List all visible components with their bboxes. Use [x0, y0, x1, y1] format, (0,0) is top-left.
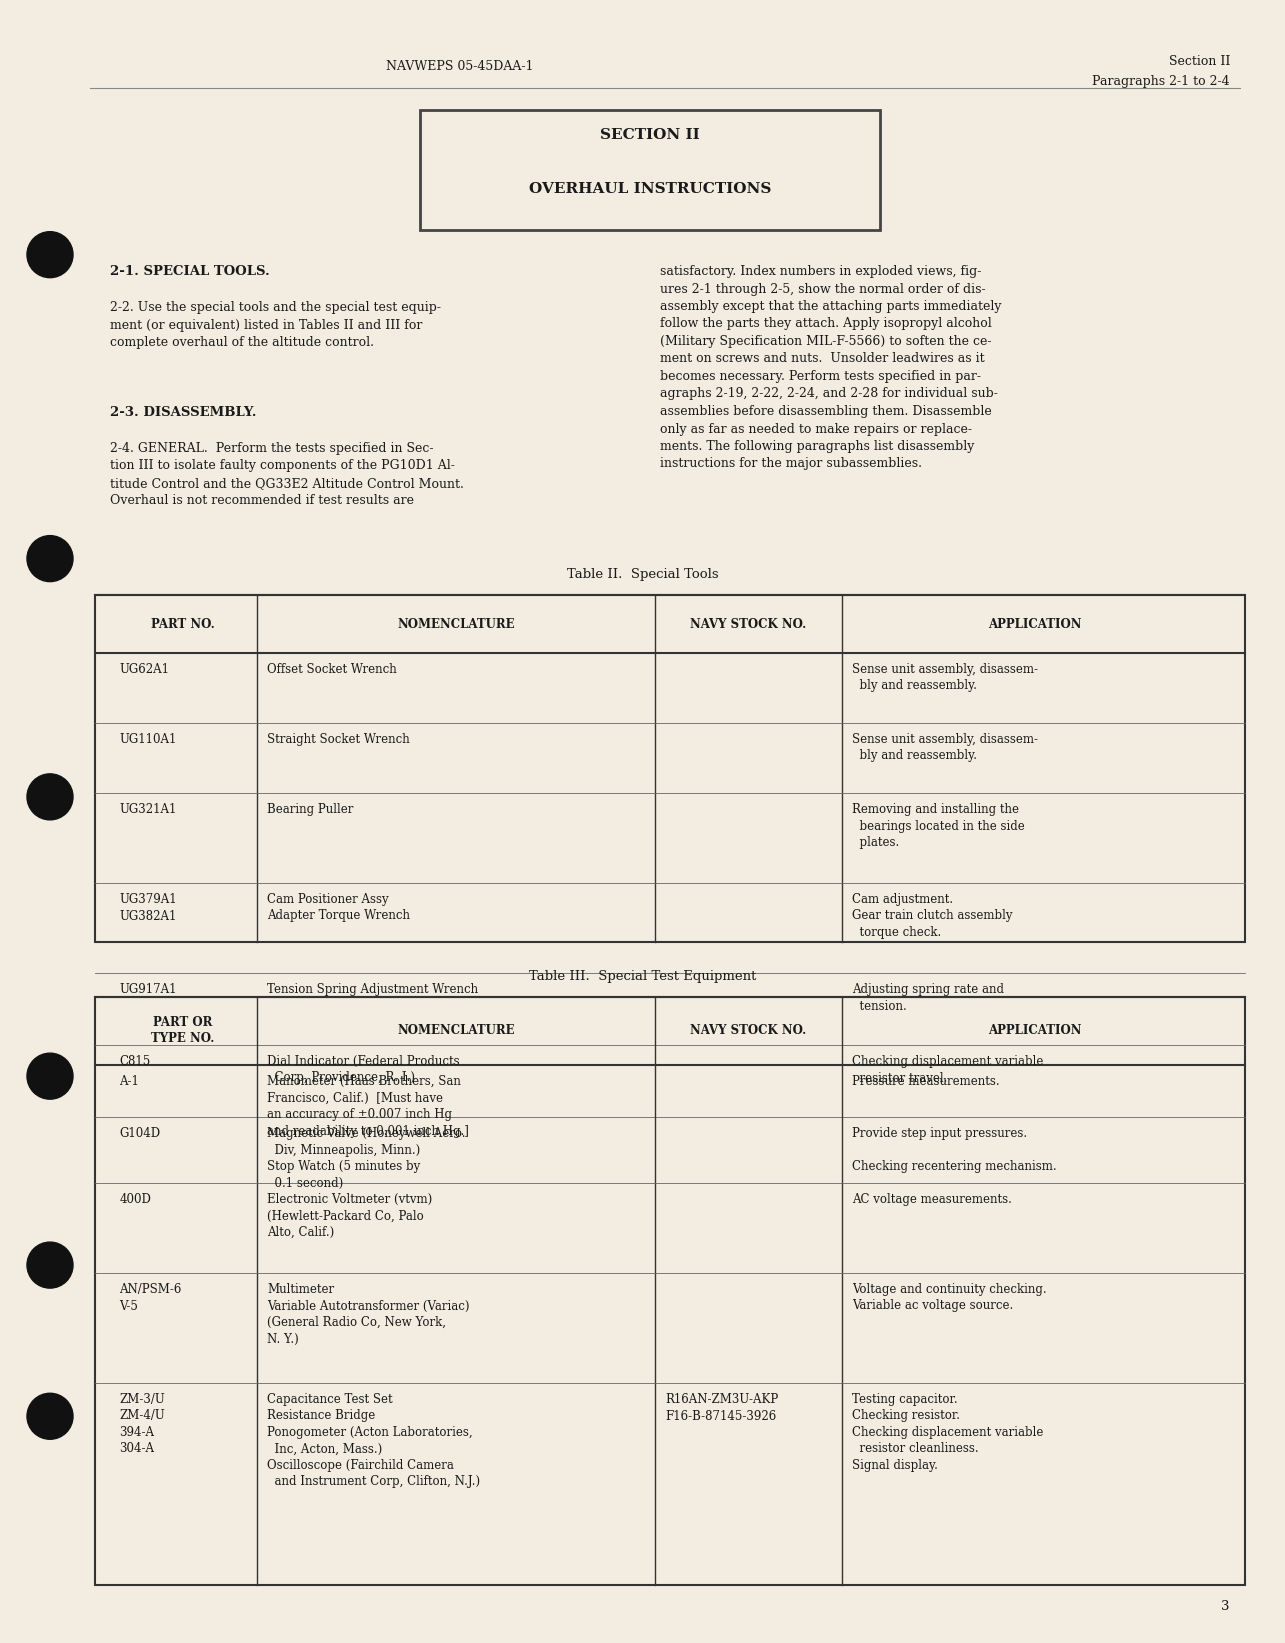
- Text: Manometer (Haas Brothers, San
Francisco, Calif.)  [Must have
an accuracy of ±0.0: Manometer (Haas Brothers, San Francisco,…: [267, 1075, 469, 1137]
- Text: NOMENCLATURE: NOMENCLATURE: [397, 1025, 515, 1037]
- Text: A-1: A-1: [120, 1075, 139, 1088]
- Text: 2-3. DISASSEMBLY.: 2-3. DISASSEMBLY.: [111, 406, 257, 419]
- Bar: [95, 595, 1245, 941]
- Text: Electronic Voltmeter (vtvm)
(Hewlett-Packard Co, Palo
Alto, Calif.): Electronic Voltmeter (vtvm) (Hewlett-Pac…: [267, 1193, 432, 1239]
- Text: APPLICATION: APPLICATION: [988, 618, 1081, 631]
- Text: NAVY STOCK NO.: NAVY STOCK NO.: [690, 618, 807, 631]
- Text: PART OR
TYPE NO.: PART OR TYPE NO.: [152, 1017, 215, 1045]
- Text: NAVY STOCK NO.: NAVY STOCK NO.: [690, 1025, 807, 1037]
- Text: UG110A1: UG110A1: [120, 733, 176, 746]
- Text: UG62A1: UG62A1: [120, 664, 170, 675]
- Bar: [95, 997, 1245, 1585]
- Bar: [420, 110, 880, 230]
- Text: PART NO.: PART NO.: [152, 618, 215, 631]
- Text: NOMENCLATURE: NOMENCLATURE: [397, 618, 515, 631]
- Circle shape: [27, 1393, 73, 1439]
- Text: 2-1. SPECIAL TOOLS.: 2-1. SPECIAL TOOLS.: [111, 265, 270, 278]
- Text: Dial Indicator (Federal Products
  Corp, Providence, R. I.): Dial Indicator (Federal Products Corp, P…: [267, 1055, 460, 1084]
- Text: Checking displacement variable
  resistor travel.: Checking displacement variable resistor …: [852, 1055, 1043, 1084]
- Text: Section II: Section II: [1168, 54, 1230, 67]
- Circle shape: [27, 774, 73, 820]
- Text: satisfactory. Index numbers in exploded views, fig-
ures 2-1 through 2-5, show t: satisfactory. Index numbers in exploded …: [660, 265, 1001, 470]
- Text: Sense unit assembly, disassem-
  bly and reassembly.: Sense unit assembly, disassem- bly and r…: [852, 664, 1038, 692]
- Text: C815: C815: [120, 1055, 150, 1068]
- Text: SECTION II: SECTION II: [600, 128, 700, 141]
- Text: Provide step input pressures.

Checking recentering mechanism.: Provide step input pressures. Checking r…: [852, 1127, 1056, 1173]
- Text: 3: 3: [1222, 1600, 1230, 1613]
- Circle shape: [27, 536, 73, 582]
- Text: Cam Positioner Assy
Adapter Torque Wrench: Cam Positioner Assy Adapter Torque Wrenc…: [267, 894, 410, 922]
- Text: UG379A1
UG382A1: UG379A1 UG382A1: [120, 894, 177, 922]
- Text: 400D: 400D: [120, 1193, 152, 1206]
- Text: AC voltage measurements.: AC voltage measurements.: [852, 1193, 1011, 1206]
- Text: Straight Socket Wrench: Straight Socket Wrench: [267, 733, 410, 746]
- Circle shape: [27, 232, 73, 278]
- Text: Pressure measurements.: Pressure measurements.: [852, 1075, 1000, 1088]
- Text: Cam adjustment.
Gear train clutch assembly
  torque check.: Cam adjustment. Gear train clutch assemb…: [852, 894, 1013, 940]
- Text: Offset Socket Wrench: Offset Socket Wrench: [267, 664, 397, 675]
- Text: Bearing Puller: Bearing Puller: [267, 803, 353, 817]
- Text: Removing and installing the
  bearings located in the side
  plates.: Removing and installing the bearings loc…: [852, 803, 1024, 849]
- Circle shape: [27, 1053, 73, 1099]
- Text: Voltage and continuity checking.
Variable ac voltage source.: Voltage and continuity checking. Variabl…: [852, 1283, 1046, 1313]
- Text: NAVWEPS 05-45DAA-1: NAVWEPS 05-45DAA-1: [387, 61, 533, 72]
- Text: AN/PSM-6
V-5: AN/PSM-6 V-5: [120, 1283, 181, 1313]
- Text: Sense unit assembly, disassem-
  bly and reassembly.: Sense unit assembly, disassem- bly and r…: [852, 733, 1038, 762]
- Text: UG917A1: UG917A1: [120, 983, 177, 996]
- Text: Table II.  Special Tools: Table II. Special Tools: [567, 568, 718, 582]
- Text: Magnetic Valve (Honeywell Aero.
  Div, Minneapolis, Minn.)
Stop Watch (5 minutes: Magnetic Valve (Honeywell Aero. Div, Min…: [267, 1127, 465, 1190]
- Text: ZM-3/U
ZM-4/U
394-A
304-A: ZM-3/U ZM-4/U 394-A 304-A: [120, 1393, 164, 1456]
- Text: 2-4. GENERAL.  Perform the tests specified in Sec-
tion III to isolate faulty co: 2-4. GENERAL. Perform the tests specifie…: [111, 442, 464, 508]
- Text: APPLICATION: APPLICATION: [988, 1025, 1081, 1037]
- Text: G104D: G104D: [120, 1127, 161, 1140]
- Text: Table III.  Special Test Equipment: Table III. Special Test Equipment: [529, 969, 756, 983]
- Text: Testing capacitor.
Checking resistor.
Checking displacement variable
  resistor : Testing capacitor. Checking resistor. Ch…: [852, 1393, 1043, 1472]
- Text: Capacitance Test Set
Resistance Bridge
Ponogometer (Acton Laboratories,
  Inc, A: Capacitance Test Set Resistance Bridge P…: [267, 1393, 481, 1489]
- Text: Multimeter
Variable Autotransformer (Variac)
(General Radio Co, New York,
N. Y.): Multimeter Variable Autotransformer (Var…: [267, 1283, 469, 1346]
- Text: UG321A1: UG321A1: [120, 803, 176, 817]
- Text: R16AN-ZM3U-AKP
F16-B-87145-3926: R16AN-ZM3U-AKP F16-B-87145-3926: [666, 1393, 779, 1423]
- Text: OVERHAUL INSTRUCTIONS: OVERHAUL INSTRUCTIONS: [529, 182, 771, 196]
- Text: Tension Spring Adjustment Wrench: Tension Spring Adjustment Wrench: [267, 983, 478, 996]
- Text: Adjusting spring rate and
  tension.: Adjusting spring rate and tension.: [852, 983, 1004, 1012]
- Circle shape: [27, 1242, 73, 1288]
- Text: Paragraphs 2-1 to 2-4: Paragraphs 2-1 to 2-4: [1092, 76, 1230, 89]
- Text: 2-2. Use the special tools and the special test equip-
ment (or equivalent) list: 2-2. Use the special tools and the speci…: [111, 301, 441, 348]
